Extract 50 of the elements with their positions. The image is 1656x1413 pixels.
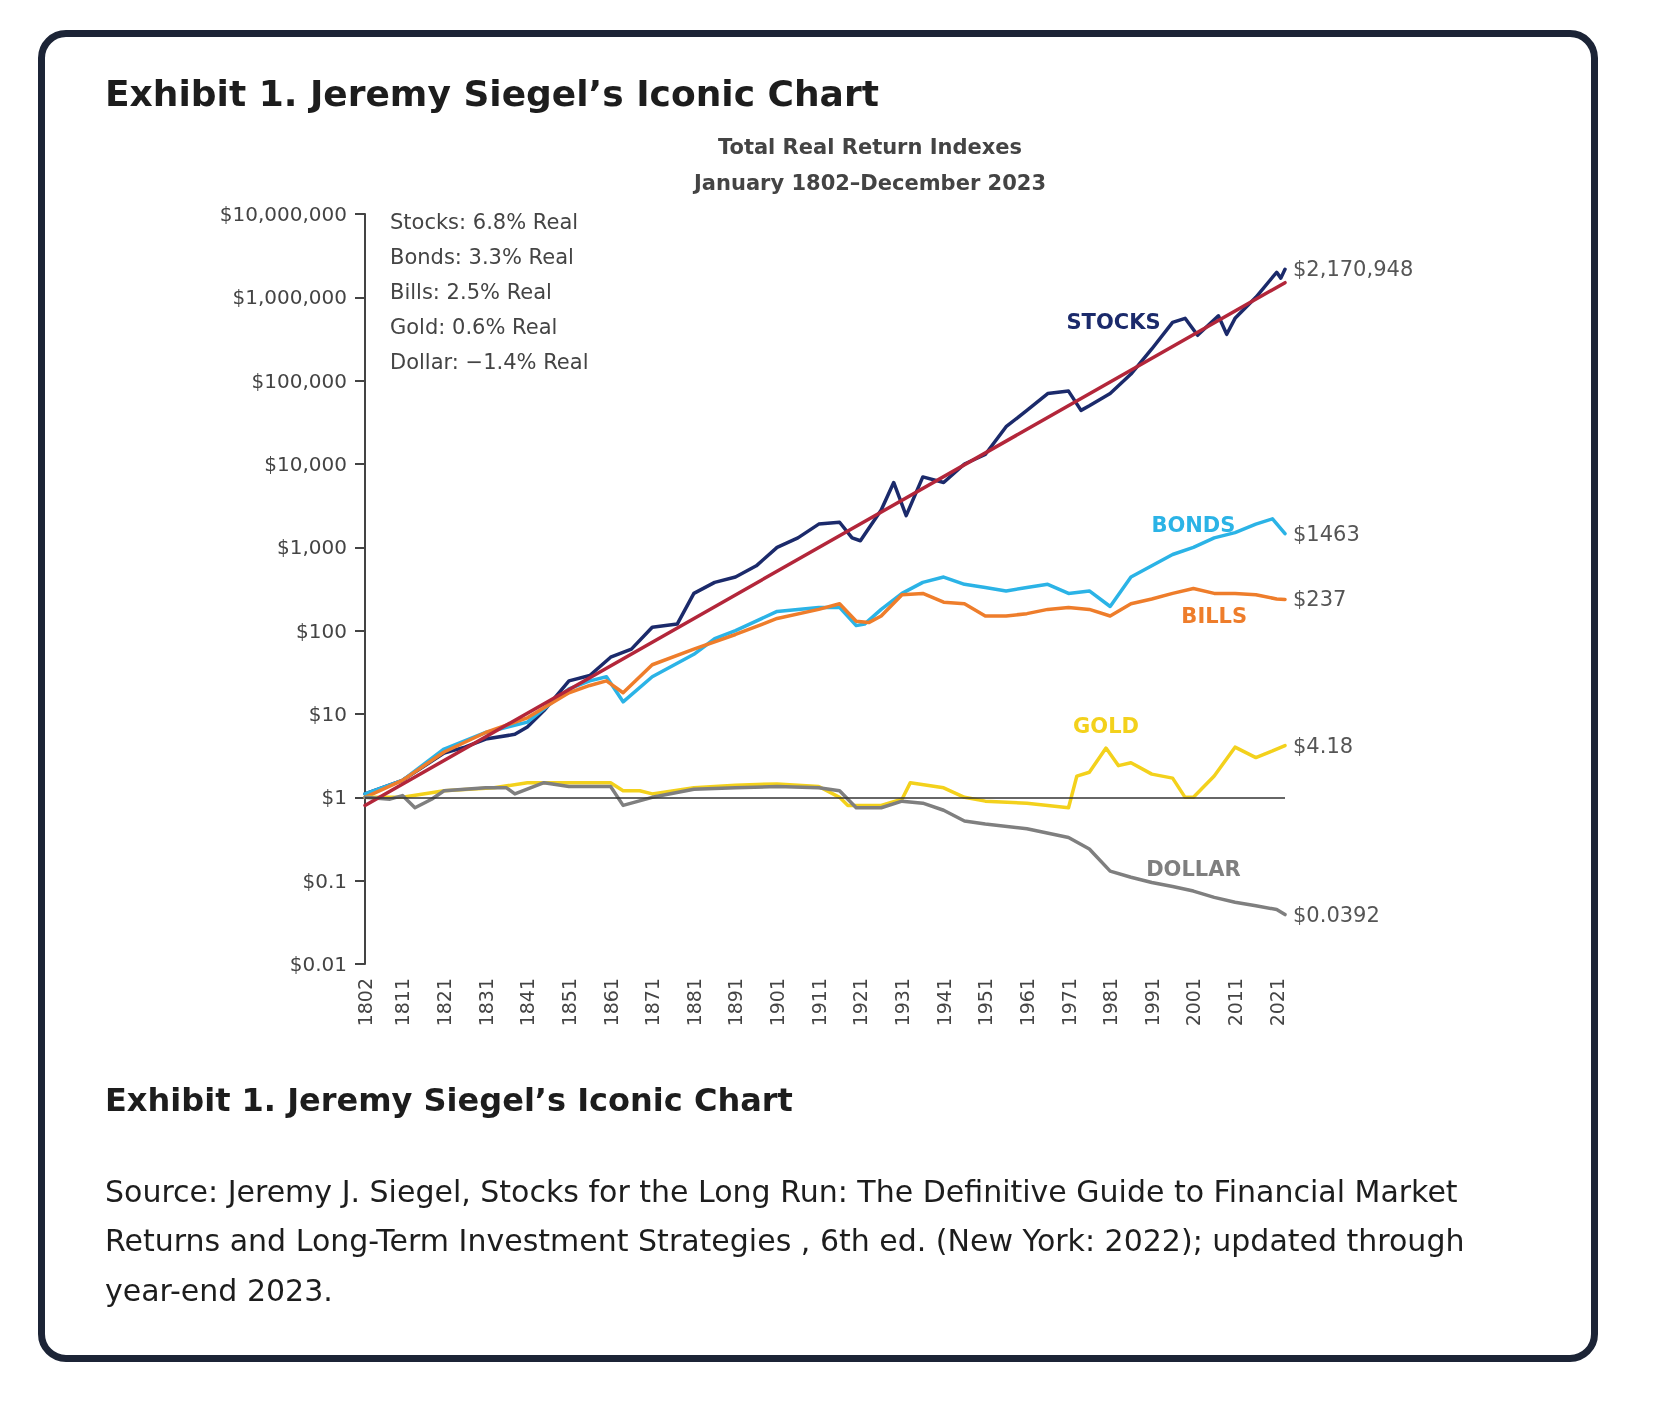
y-tick-label: $0.1 [302,868,347,893]
y-tick-label: $1,000 [277,535,347,560]
series-label: BILLS [1181,603,1248,628]
x-tick-label: 1891 [724,978,747,1027]
annotation: Stocks: 6.8% Real Bonds: 3.3% Real Bills: 2.5% Real Gold: 0.6% Real Dollar: −1.4% Real [390,209,589,374]
y-tick-label: $10,000 [264,452,347,476]
x-tick-label: 1831 [474,978,497,1027]
x-tick-label: 1941 [932,978,955,1027]
data-label: $0.0392 [1293,902,1380,927]
x-tick-label: 1802 [354,978,376,1027]
x-tick-label: 1901 [766,978,789,1027]
source-note: Source: Jeremy J. Siegel, Stocks for the Long Run: The Definitive Guide to Financial Market Returns and Long-Term Investment Strategies , 6th ed. (New York: 2022); updated through year-end 2023. [105,1172,1466,1310]
line-series [363,780,1287,917]
x-tick-label: 1971 [1057,978,1080,1027]
x-tick-label: 1911 [807,978,830,1027]
chart-subtitle: Total Real Return Indexes January 1802–December 2023 [692,135,1046,195]
y-tick-label: $100,000 [251,368,347,393]
series-label: STOCKS [1066,310,1161,335]
chart-title: Exhibit 1. Jeremy Siegel’s Iconic Chart [105,73,880,114]
x-tick-label: 1861 [599,978,622,1027]
x-tick-label: 1981 [1099,978,1122,1027]
x-tick-label: 2021 [1265,978,1288,1027]
x-tick-label: 1841 [516,978,539,1027]
x-tick-label: 1851 [557,978,580,1027]
x-tick-label: 1811 [391,978,414,1027]
data-label: $1463 [1293,521,1360,546]
x-tick-label: 1881 [682,978,705,1027]
x-tick-label: 1951 [974,978,997,1027]
y-tick-label: $1,000,000 [232,285,347,310]
x-tick-label: 1961 [1015,978,1038,1027]
data-label: $4.18 [1293,733,1354,758]
x-tick-label: 2011 [1224,978,1247,1027]
data-label: $2,170,948 [1293,257,1414,282]
y-tick-label: $0.01 [289,952,347,976]
x-tick-label: 2001 [1182,978,1205,1027]
y-tick-label: $100 [296,618,347,643]
series-label: GOLD [1073,713,1139,738]
y-tick-label: $1 [321,785,347,810]
x-tick-label: 1921 [849,978,872,1027]
data-label: $237 [1293,587,1347,612]
y-tick-label: $10 [308,702,347,726]
x-tick-label: 1931 [891,978,914,1027]
series-label: BONDS [1151,512,1236,537]
y-tick-label: $10,000,000 [219,202,347,226]
x-tick-label: 1871 [641,978,664,1027]
text: Exhibit 1. Jeremy Siegel’s Iconic Chart [105,1080,794,1121]
x-tick-label: 1991 [1140,978,1163,1027]
x-tick-label: 1821 [433,978,456,1027]
series-label: DOLLAR [1146,856,1241,881]
line-series [363,586,1287,800]
